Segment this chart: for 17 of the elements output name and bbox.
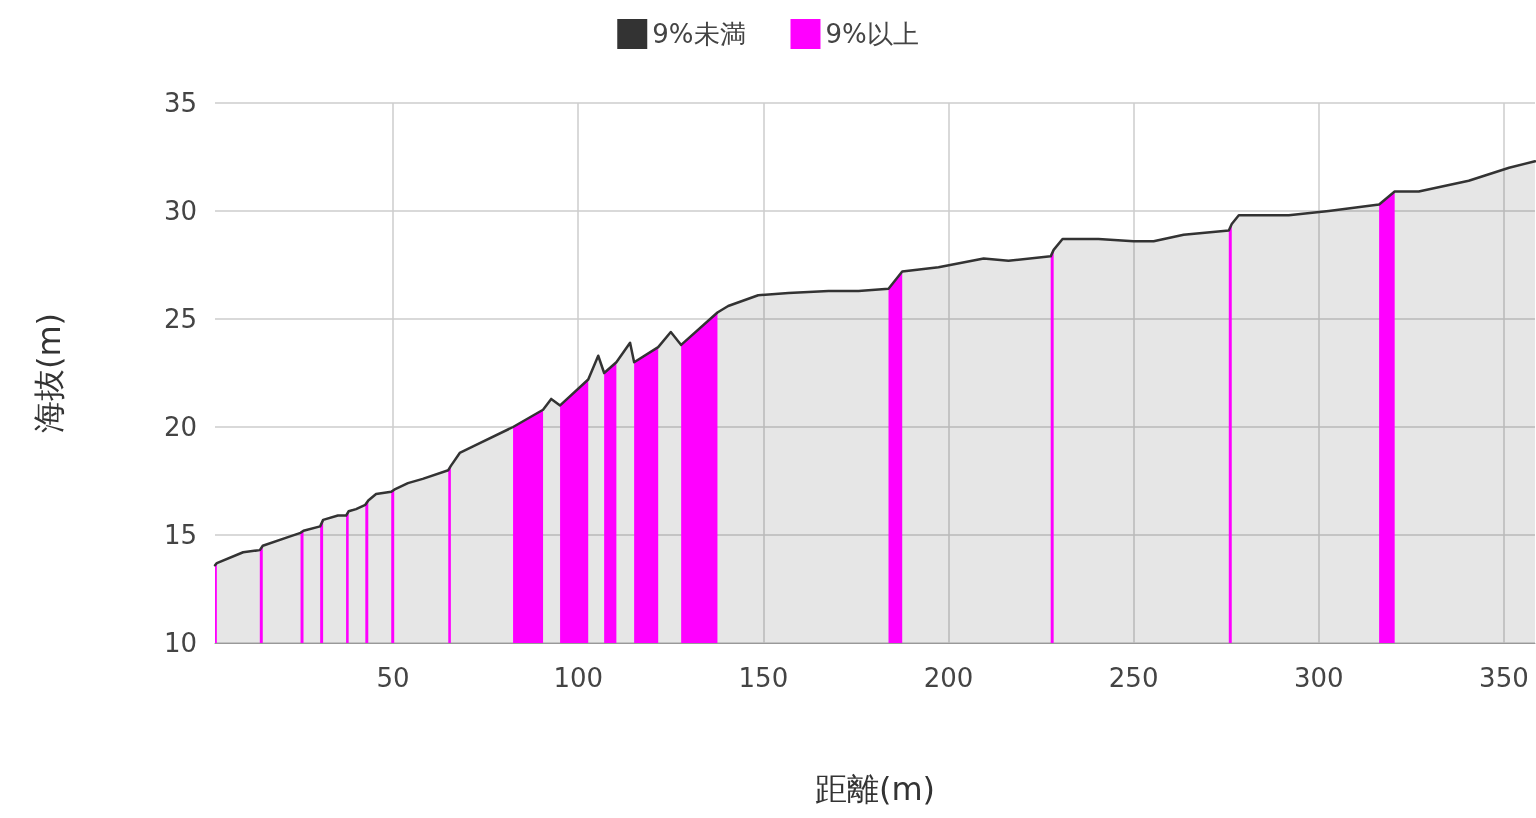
y-tick-label: 25 (163, 304, 197, 334)
x-tick-label: 300 (1293, 663, 1344, 693)
x-axis-title: 距離(m) (814, 770, 936, 808)
y-tick-label: 20 (163, 412, 197, 442)
legend-label: 9%以上 (825, 19, 919, 49)
y-tick-label: 10 (163, 628, 197, 658)
x-tick-label: 200 (923, 663, 974, 693)
y-tick-label: 35 (163, 88, 197, 118)
legend-label: 9%未満 (652, 19, 746, 49)
x-tick-label: 150 (738, 663, 789, 693)
x-tick-label: 100 (553, 663, 604, 693)
y-tick-label: 15 (163, 520, 197, 550)
x-tick-label: 350 (1479, 663, 1529, 693)
x-tick-label: 250 (1108, 663, 1159, 693)
x-tick-label: 50 (376, 663, 410, 693)
y-tick-label: 30 (163, 196, 197, 226)
y-axis-title: 海抜(m) (30, 312, 68, 434)
